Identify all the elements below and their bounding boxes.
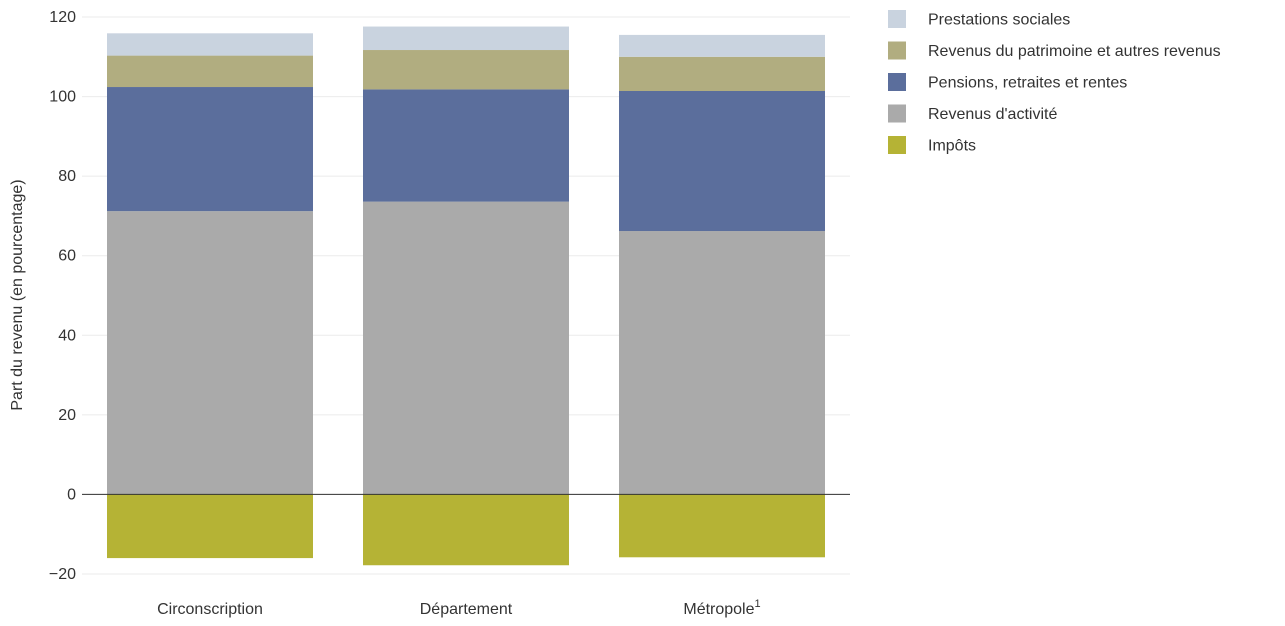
- legend-label: Revenus du patrimoine et autres revenus: [928, 43, 1221, 60]
- bar-segment: [619, 91, 825, 232]
- y-tick-label: 100: [49, 89, 76, 106]
- bar-segment: [363, 494, 569, 566]
- bar-segment: [107, 87, 313, 212]
- bar-segment: [619, 56, 825, 92]
- bar-segment: [107, 55, 313, 88]
- legend-label: Revenus d'activité: [928, 106, 1057, 123]
- bar-segment: [363, 26, 569, 51]
- y-tick-label: 40: [58, 327, 76, 344]
- legend-label: Impôts: [928, 138, 976, 155]
- legend-label: Prestations sociales: [928, 12, 1070, 29]
- bar-segment: [619, 34, 825, 57]
- legend-swatch: [888, 136, 906, 154]
- y-tick-label: −20: [49, 566, 76, 583]
- y-axis-title: Part du revenu (en pourcentage): [9, 179, 26, 410]
- bar-segment: [363, 89, 569, 202]
- legend-swatch: [888, 10, 906, 28]
- bar-segment: [619, 231, 825, 495]
- y-tick-label: 120: [49, 9, 76, 26]
- legend-swatch: [888, 104, 906, 123]
- bar-segment: [619, 494, 825, 558]
- bar-segment: [107, 33, 313, 56]
- bar-segment: [107, 494, 313, 559]
- bar-segment: [363, 50, 569, 90]
- y-tick-label: 60: [58, 248, 76, 265]
- y-tick-label: 0: [67, 486, 76, 503]
- y-tick-label: 20: [58, 407, 76, 424]
- legend-swatch: [888, 41, 906, 60]
- bars: [107, 26, 825, 566]
- x-tick-label: Département: [420, 601, 513, 618]
- bar-segment: [107, 211, 313, 495]
- x-tick-label: Circonscription: [157, 601, 263, 618]
- axes: −20 0 20 40 60 80 100 120 Circonscription Départe…: [49, 9, 850, 618]
- legend: Prestations sociales Revenus du patrimoin…: [888, 10, 1221, 155]
- bar-segment: [363, 201, 569, 495]
- x-tick-label: Métropole1: [683, 598, 760, 618]
- legend-swatch: [888, 73, 906, 91]
- y-tick-label: 80: [58, 168, 76, 185]
- legend-label: Pensions, retraites et rentes: [928, 75, 1127, 92]
